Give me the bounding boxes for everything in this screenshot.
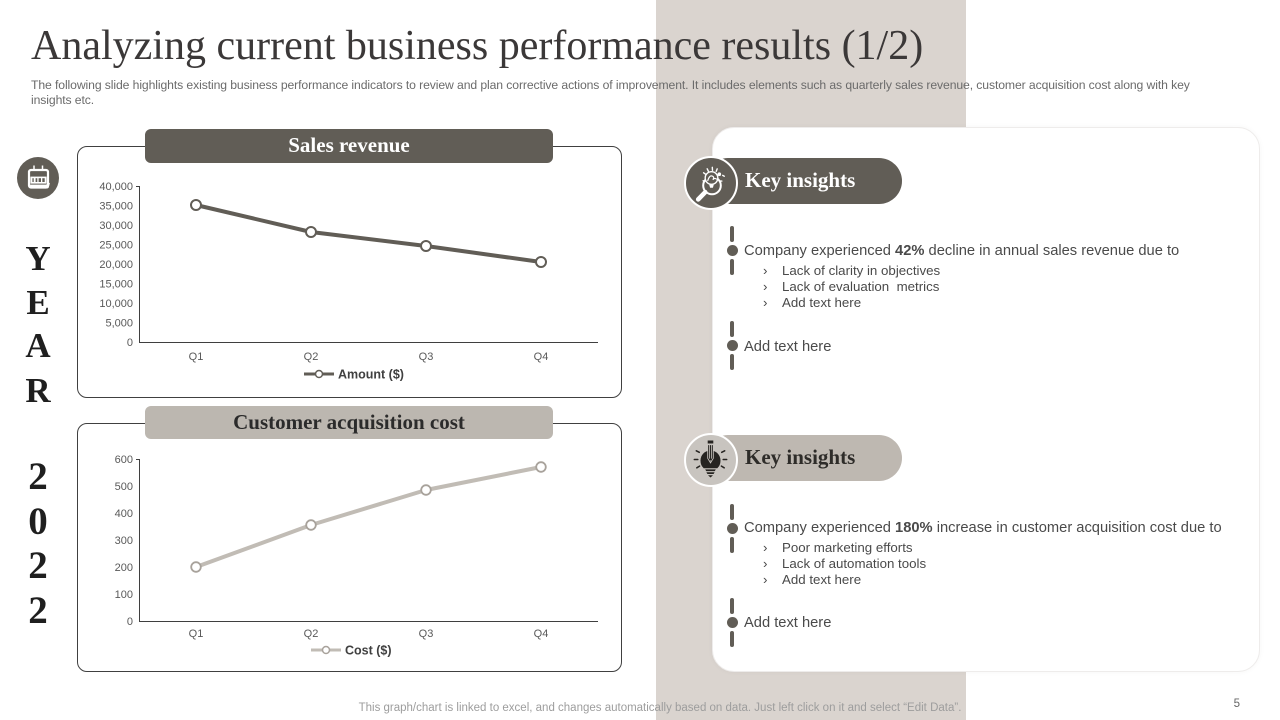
svg-text:500: 500	[115, 481, 133, 493]
svg-text:40,000: 40,000	[99, 181, 133, 193]
svg-text:Q4: Q4	[534, 351, 549, 363]
svg-text:5,000: 5,000	[105, 318, 133, 330]
svg-text:400: 400	[115, 508, 133, 520]
svg-text:15,000: 15,000	[99, 279, 133, 291]
svg-text:Q2: Q2	[304, 351, 319, 363]
svg-text:Q1: Q1	[189, 351, 204, 363]
svg-text:20,000: 20,000	[99, 259, 133, 271]
svg-text:30,000: 30,000	[99, 220, 133, 232]
svg-text:200: 200	[115, 562, 133, 574]
svg-text:35,000: 35,000	[99, 201, 133, 213]
svg-text:600: 600	[115, 454, 133, 466]
svg-text:Cost ($): Cost ($)	[345, 644, 392, 658]
svg-text:Q4: Q4	[534, 628, 549, 640]
svg-text:300: 300	[115, 535, 133, 547]
svg-text:Q3: Q3	[419, 351, 434, 363]
svg-text:Q3: Q3	[419, 628, 434, 640]
svg-text:100: 100	[115, 589, 133, 601]
svg-text:Q2: Q2	[304, 628, 319, 640]
svg-text:0: 0	[127, 616, 133, 628]
svg-text:10,000: 10,000	[99, 298, 133, 310]
svg-text:Amount ($): Amount ($)	[338, 368, 404, 382]
svg-text:Q1: Q1	[189, 628, 204, 640]
svg-text:0: 0	[127, 337, 133, 349]
svg-text:25,000: 25,000	[99, 240, 133, 252]
